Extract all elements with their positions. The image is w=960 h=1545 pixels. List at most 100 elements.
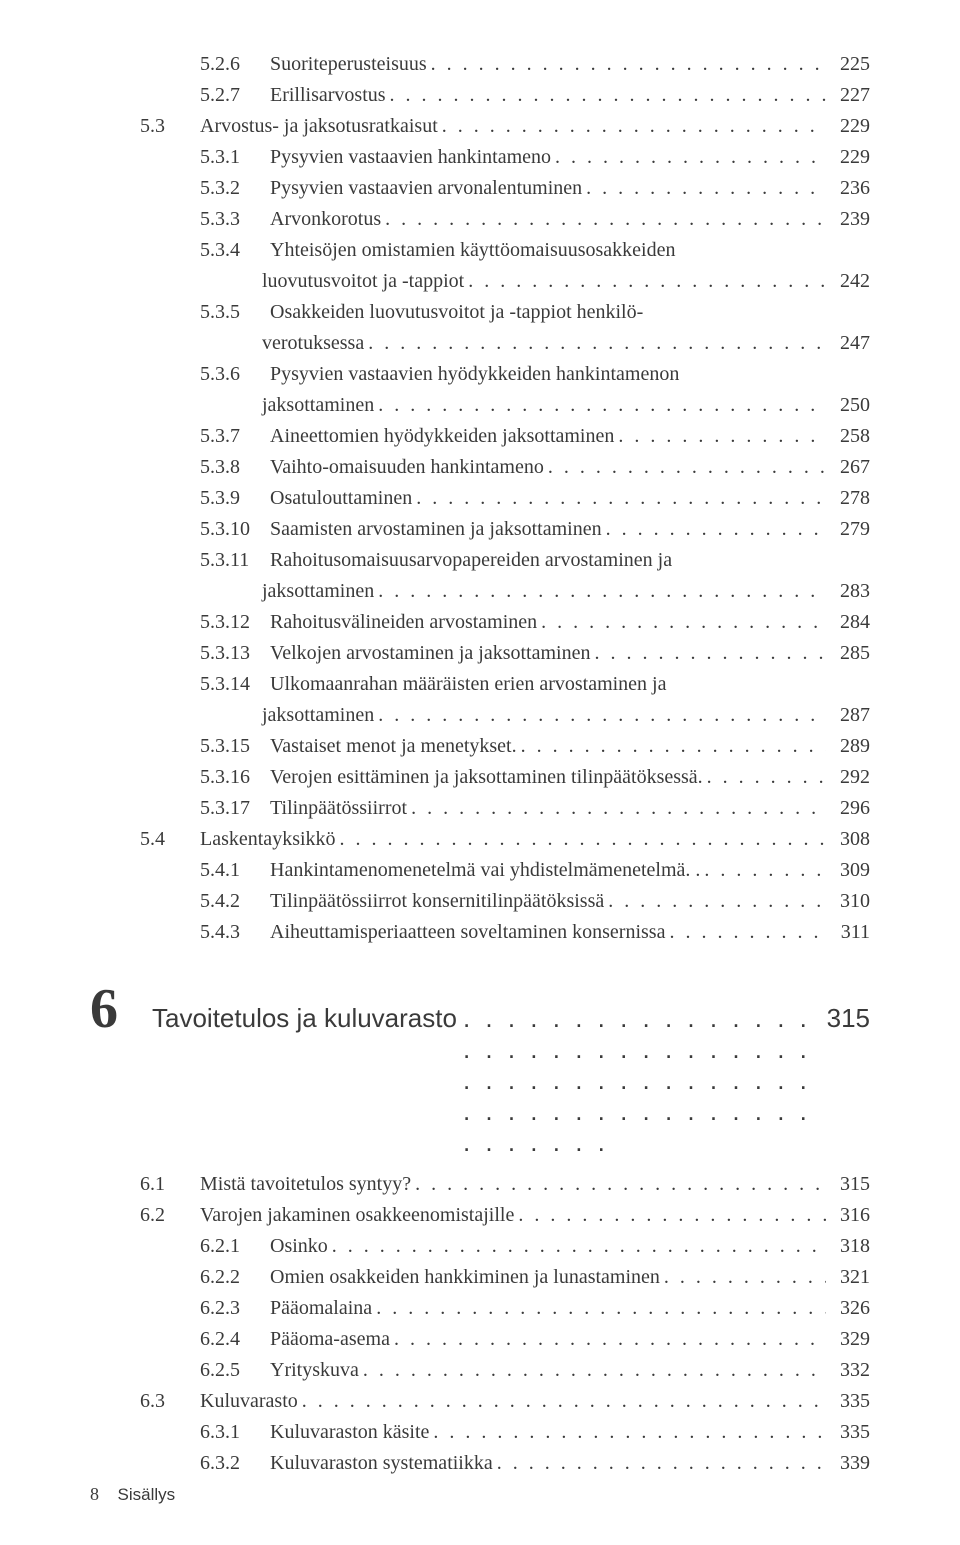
toc-number: 6.2.2 bbox=[200, 1263, 262, 1292]
toc-text: Osatulouttaminen bbox=[262, 484, 412, 513]
toc-entry: 6.1Mistä tavoitetulos syntyy?. . . . . .… bbox=[90, 1170, 870, 1199]
toc-dots: . . . . . . . . . . . . . . . . . . . . … bbox=[582, 174, 826, 203]
toc-dots: . . . . . . . . . . . . . . . . . . . . … bbox=[328, 1232, 826, 1261]
toc-text: Velkojen arvostaminen ja jaksottaminen bbox=[262, 639, 590, 668]
toc-number: 5.2.6 bbox=[200, 50, 262, 79]
toc-dots: . . . . . . . . . . . . . . . . . . . . … bbox=[604, 887, 826, 916]
toc-page: 335 bbox=[826, 1418, 870, 1447]
toc-dots: . . . . . . . . . . . . . . . . . . . . … bbox=[602, 515, 826, 544]
toc-entry: 5.2.7Erillisarvostus. . . . . . . . . . … bbox=[90, 81, 870, 110]
toc-dots: . . . . . . . . . . . . . . . . . . . . … bbox=[336, 825, 826, 854]
toc-text: Vaihto-omaisuuden hankintameno bbox=[262, 453, 544, 482]
toc-page: 308 bbox=[826, 825, 870, 854]
toc-number: 6.2.1 bbox=[200, 1232, 262, 1261]
toc-number: 6.2.3 bbox=[200, 1294, 262, 1323]
toc-text: Yhteisöjen omistamien käyttöomaisuusosak… bbox=[262, 236, 676, 265]
toc-text: Pysyvien vastaavien hyödykkeiden hankint… bbox=[262, 360, 679, 389]
toc-page: 318 bbox=[826, 1232, 870, 1261]
toc-dots: . . . . . . . . . . . . . . . . . . . . … bbox=[429, 1418, 826, 1447]
chapter-heading: 6 Tavoitetulos ja kuluvarasto . . . . . … bbox=[90, 981, 870, 1158]
chapter-number: 6 bbox=[90, 981, 138, 1037]
toc-number: 5.3.4 bbox=[200, 236, 262, 265]
footer-page-number: 8 bbox=[90, 1484, 99, 1504]
toc-entry: 6.2.4Pääoma-asema. . . . . . . . . . . .… bbox=[90, 1325, 870, 1354]
toc-number: 6.2 bbox=[140, 1201, 192, 1230]
chapter-page: 315 bbox=[827, 1003, 870, 1034]
toc-text: Rahoitusvälineiden arvostaminen bbox=[262, 608, 537, 637]
toc-text: Omien osakkeiden hankkiminen ja lunastam… bbox=[262, 1263, 660, 1292]
toc-entry: 6.2.5Yrityskuva. . . . . . . . . . . . .… bbox=[90, 1356, 870, 1385]
toc-text: Suoriteperusteisuus bbox=[262, 50, 427, 79]
toc-page: 283 bbox=[826, 577, 870, 606]
toc-text: jaksottaminen bbox=[262, 577, 374, 606]
toc-page: 285 bbox=[826, 639, 870, 668]
page-footer: 8 Sisällys bbox=[90, 1484, 175, 1505]
toc-entry: 5.3.7Aineettomien hyödykkeiden jaksottam… bbox=[90, 422, 870, 451]
toc-entry: 5.4.3Aiheuttamisperiaatteen soveltaminen… bbox=[90, 918, 870, 947]
toc-entry: 5.4Laskentayksikkö. . . . . . . . . . . … bbox=[90, 825, 870, 854]
toc-entry: 6.2Varojen jakaminen osakkeenomistajille… bbox=[90, 1201, 870, 1230]
toc-text: Verojen esittäminen ja jaksottaminen til… bbox=[262, 763, 703, 792]
toc-dots: . . . . . . . . . . . . . . . . . . . . … bbox=[374, 391, 826, 420]
toc-text: Pysyvien vastaavien hankintameno bbox=[262, 143, 551, 172]
toc-entry: 5.3Arvostus- ja jaksotusratkaisut. . . .… bbox=[90, 112, 870, 141]
toc-page: 227 bbox=[826, 81, 870, 110]
toc-number: 6.3 bbox=[140, 1387, 192, 1416]
toc-page: 279 bbox=[826, 515, 870, 544]
toc-page: 267 bbox=[826, 453, 870, 482]
toc-dots: . . . . . . . . . . . . . . . . . . . . … bbox=[660, 1263, 826, 1292]
toc-number: 5.4.2 bbox=[200, 887, 262, 916]
toc-text: Kuluvaraston käsite bbox=[262, 1418, 429, 1447]
toc-number: 5.3.9 bbox=[200, 484, 262, 513]
toc-dots: . . . . . . . . . . . . . . . . . . . . … bbox=[359, 1356, 826, 1385]
toc-dots: . . . . . . . . . . . . . . . . . . . . … bbox=[364, 329, 826, 358]
toc-page: 309 bbox=[826, 856, 870, 885]
toc-number: 5.3.14 bbox=[200, 670, 262, 699]
toc-number: 5.3.7 bbox=[200, 422, 262, 451]
toc-entry: 5.3.5Osakkeiden luovutusvoitot ja -tappi… bbox=[90, 298, 870, 327]
toc-dots: . . . . . . . . . . . . . . . . . . . . … bbox=[703, 763, 826, 792]
toc-entry: 6.2.1Osinko. . . . . . . . . . . . . . .… bbox=[90, 1232, 870, 1261]
toc-dots: . . . . . . . . . . . . . . . . . . . . … bbox=[514, 1201, 826, 1230]
toc-number: 5.3.1 bbox=[200, 143, 262, 172]
toc-text: Rahoitusomaisuusarvopapereiden arvostami… bbox=[262, 546, 672, 575]
chapter-title-line: Tavoitetulos ja kuluvarasto . . . . . . … bbox=[152, 1003, 870, 1158]
toc-entry: 5.3.16Verojen esittäminen ja jaksottamin… bbox=[90, 763, 870, 792]
toc-entry: 5.3.9Osatulouttaminen. . . . . . . . . .… bbox=[90, 484, 870, 513]
toc-entry: 6.3Kuluvarasto. . . . . . . . . . . . . … bbox=[90, 1387, 870, 1416]
toc-number: 5.3 bbox=[140, 112, 192, 141]
toc-page: 229 bbox=[826, 112, 870, 141]
toc-text: Ulkomaanrahan määräisten erien arvostami… bbox=[262, 670, 667, 699]
toc-number: 6.2.4 bbox=[200, 1325, 262, 1354]
toc-entry: 5.2.6Suoriteperusteisuus. . . . . . . . … bbox=[90, 50, 870, 79]
toc-text: verotuksessa bbox=[262, 329, 364, 358]
toc-page: 284 bbox=[826, 608, 870, 637]
toc-entry: 5.3.11Rahoitusomaisuusarvopapereiden arv… bbox=[90, 546, 870, 575]
footer-label: Sisällys bbox=[118, 1485, 176, 1504]
toc-number: 5.3.2 bbox=[200, 174, 262, 203]
toc-number: 5.3.6 bbox=[200, 360, 262, 389]
toc-dots: . . . . . . . . . . . . . . . . . . . . … bbox=[551, 143, 826, 172]
toc-dots: . . . . . . . . . . . . . . . . . . . . … bbox=[493, 1449, 826, 1478]
toc-page: 311 bbox=[826, 918, 870, 947]
toc-text: Vastaiset menot ja menetykset. bbox=[262, 732, 517, 761]
chapter-dots: . . . . . . . . . . . . . . . . . . . . … bbox=[457, 1003, 827, 1158]
toc-number: 5.4.1 bbox=[200, 856, 262, 885]
toc-number: 5.4.3 bbox=[200, 918, 262, 947]
toc-text: Pysyvien vastaavien arvonalentuminen bbox=[262, 174, 582, 203]
toc-block-2: 6.1Mistä tavoitetulos syntyy?. . . . . .… bbox=[90, 1170, 870, 1478]
toc-dots: . . . . . . . . . . . . . . . . . . . . … bbox=[700, 856, 826, 885]
toc-text: jaksottaminen bbox=[262, 391, 374, 420]
toc-page: 316 bbox=[826, 1201, 870, 1230]
toc-dots: . . . . . . . . . . . . . . . . . . . . … bbox=[386, 81, 826, 110]
toc-page: 289 bbox=[826, 732, 870, 761]
toc-number: 5.3.3 bbox=[200, 205, 262, 234]
toc-dots: . . . . . . . . . . . . . . . . . . . . … bbox=[390, 1325, 826, 1354]
toc-block-1: 5.2.6Suoriteperusteisuus. . . . . . . . … bbox=[90, 50, 870, 947]
toc-page: 335 bbox=[826, 1387, 870, 1416]
toc-page: 339 bbox=[826, 1449, 870, 1478]
toc-dots: . . . . . . . . . . . . . . . . . . . . … bbox=[298, 1387, 826, 1416]
toc-text: Tilinpäätössiirrot konsernitilinpäätöksi… bbox=[262, 887, 604, 916]
toc-dots: . . . . . . . . . . . . . . . . . . . . … bbox=[665, 918, 826, 947]
toc-page: 229 bbox=[826, 143, 870, 172]
